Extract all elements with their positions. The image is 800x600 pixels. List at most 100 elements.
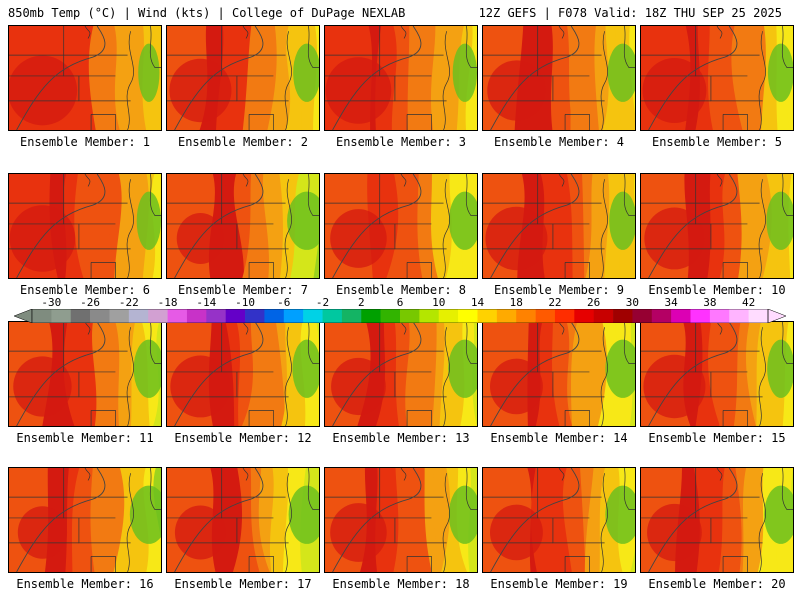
state-boundary bbox=[400, 174, 407, 187]
state-boundary bbox=[465, 174, 477, 216]
state-boundary bbox=[90, 114, 116, 130]
state-boundary bbox=[248, 556, 274, 572]
state-boundary bbox=[242, 322, 249, 335]
state-boundary bbox=[394, 517, 447, 544]
ensemble-panel-2 bbox=[166, 25, 320, 131]
member-label-13: Ensemble Member: 13 bbox=[332, 431, 470, 445]
warm-core bbox=[330, 209, 387, 268]
cool-area bbox=[287, 191, 319, 250]
state-boundary bbox=[758, 31, 766, 130]
temperature-contour bbox=[16, 468, 106, 572]
colorbar-segment bbox=[186, 309, 207, 323]
member-label-10: Ensemble Member: 10 bbox=[648, 283, 786, 297]
ensemble-panel-5 bbox=[640, 25, 794, 131]
cool-area bbox=[452, 43, 477, 102]
temperature-band bbox=[313, 174, 319, 278]
cool-area bbox=[448, 485, 477, 544]
member-label-4: Ensemble Member: 4 bbox=[493, 135, 625, 149]
ensemble-panel-14 bbox=[482, 321, 636, 427]
temperature-band bbox=[630, 468, 635, 572]
member-label-19: Ensemble Member: 19 bbox=[490, 577, 628, 591]
temperature-map bbox=[325, 468, 477, 572]
warm-core bbox=[13, 356, 72, 417]
state-boundary bbox=[394, 371, 447, 398]
colorbar-segment bbox=[167, 309, 188, 323]
state-boundary bbox=[90, 262, 116, 278]
state-boundary bbox=[84, 26, 91, 39]
cool-area bbox=[605, 485, 635, 544]
temperature-contour bbox=[332, 26, 422, 130]
temperature-map bbox=[9, 322, 161, 426]
state-boundary bbox=[126, 179, 134, 278]
colorbar-tick-label: -18 bbox=[157, 296, 178, 309]
ensemble-panel-17 bbox=[166, 467, 320, 573]
state-boundary bbox=[722, 410, 748, 426]
state-boundary bbox=[400, 468, 407, 481]
state-boundary bbox=[126, 31, 134, 130]
state-boundary bbox=[284, 327, 292, 426]
state-boundary bbox=[284, 31, 292, 130]
colorbar-tick-label: 34 bbox=[664, 296, 678, 309]
colorbar-segment bbox=[128, 309, 149, 323]
colorbar-segment bbox=[593, 309, 614, 323]
temperature-map bbox=[483, 322, 635, 426]
state-boundary bbox=[781, 26, 793, 68]
colorbar-tick-label: 2 bbox=[357, 296, 365, 309]
colorbar-segment bbox=[477, 309, 498, 323]
temperature-map bbox=[167, 174, 319, 278]
ensemble-panel-4 bbox=[482, 25, 636, 131]
colorbar-segment bbox=[264, 309, 285, 323]
temperature-map bbox=[167, 468, 319, 572]
warm-core bbox=[174, 505, 226, 560]
state-boundary bbox=[394, 75, 447, 102]
colorbar-segment bbox=[516, 309, 536, 323]
warm-core bbox=[170, 355, 231, 418]
state-boundary bbox=[149, 468, 161, 510]
colorbar-tick-label: 30 bbox=[625, 296, 640, 309]
state-boundary bbox=[442, 327, 450, 426]
state-boundary bbox=[149, 26, 161, 68]
temperature-contour bbox=[16, 322, 106, 426]
state-boundary bbox=[722, 556, 748, 572]
temperature-contour bbox=[174, 468, 264, 572]
state-boundary bbox=[716, 468, 723, 481]
state-boundary bbox=[564, 410, 590, 426]
colorbar-tick-label: 10 bbox=[432, 296, 446, 309]
state-boundary bbox=[558, 322, 565, 335]
state-boundary bbox=[149, 322, 161, 364]
cool-area bbox=[605, 339, 635, 398]
temperature-map bbox=[483, 174, 635, 278]
colorbar-segment bbox=[148, 309, 168, 323]
ensemble-panel-19 bbox=[482, 467, 636, 573]
state-boundary bbox=[716, 174, 723, 187]
cool-area bbox=[767, 43, 793, 102]
state-boundary bbox=[84, 468, 91, 481]
state-boundary bbox=[600, 31, 608, 130]
state-boundary bbox=[84, 174, 91, 187]
state-boundary bbox=[406, 114, 432, 130]
state-boundary bbox=[623, 174, 635, 216]
state-boundary bbox=[716, 26, 723, 39]
temperature-contour bbox=[490, 26, 580, 130]
state-boundary bbox=[442, 473, 450, 572]
temperature-map bbox=[483, 26, 635, 130]
temperature-contour bbox=[174, 174, 264, 278]
temperature-map bbox=[325, 322, 477, 426]
header-title: 850mb Temp (°C) | Wind (kts) | College o… bbox=[8, 6, 406, 20]
temperature-colorbar bbox=[14, 309, 786, 323]
colorbar-segment bbox=[283, 309, 304, 323]
warm-core bbox=[325, 57, 392, 124]
warm-core bbox=[489, 504, 543, 561]
colorbar-segment bbox=[303, 309, 323, 323]
state-boundary bbox=[84, 322, 91, 335]
cool-area bbox=[767, 339, 793, 398]
warm-core bbox=[644, 207, 705, 270]
colorbar-segment bbox=[729, 309, 749, 323]
state-boundary bbox=[758, 327, 766, 426]
colorbar-segment bbox=[748, 309, 769, 323]
state-boundary bbox=[242, 174, 249, 187]
temperature-map bbox=[167, 322, 319, 426]
temperature-contour bbox=[648, 322, 738, 426]
state-boundary bbox=[126, 473, 134, 572]
member-label-15: Ensemble Member: 15 bbox=[648, 431, 786, 445]
